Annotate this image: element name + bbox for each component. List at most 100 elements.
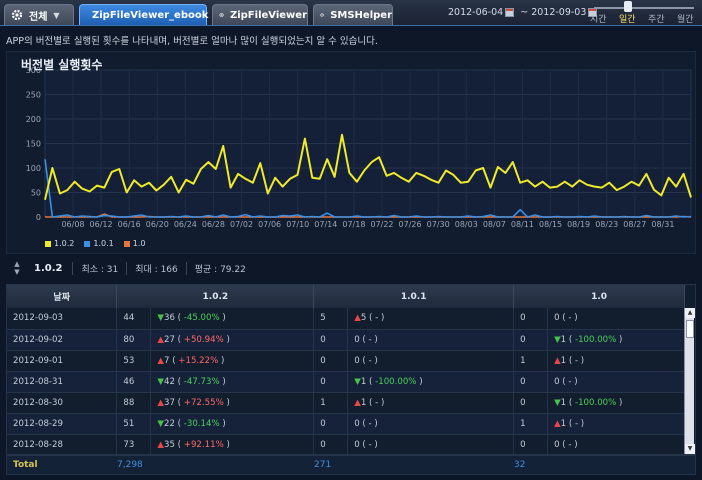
col-header-1-0[interactable]: 1.0: [513, 285, 685, 308]
arrow-up-icon: ▲: [354, 313, 361, 324]
arrow-down-icon: ▼: [157, 418, 164, 429]
change-count: 36: [164, 313, 175, 324]
cell-count: 0: [513, 392, 549, 414]
cell-count: 0: [313, 371, 349, 393]
scroll-up-button[interactable]: ▲: [685, 308, 695, 318]
x-tick-label: 08/23: [595, 220, 618, 229]
col-header-1-0-2[interactable]: 1.0.2: [116, 285, 315, 308]
change-percent: +72.55%: [183, 397, 224, 408]
version-stepper[interactable]: ▲ ▼: [6, 257, 28, 279]
selected-version: 1.0.2: [34, 262, 63, 274]
table-row[interactable]: 2012-09-03 44 ▼36 ( -45.00% ) 5 ▲5 ( - ) 0 0 (…: [7, 308, 685, 330]
x-tick-label: 07/22: [370, 220, 393, 229]
tab-all[interactable]: 전체 ▼: [4, 4, 74, 25]
cell-count: 1: [513, 350, 549, 372]
change-count: 1: [560, 397, 567, 408]
scroll-thumb[interactable]: [686, 320, 694, 338]
x-tick-label: 08/31: [651, 220, 674, 229]
period-option-day[interactable]: 일간: [619, 15, 636, 25]
stat-min: 최소 : 31: [72, 261, 126, 275]
slider-knob[interactable]: [624, 1, 632, 12]
cell-count: 0: [513, 434, 549, 456]
change-count: 7: [164, 355, 170, 366]
period-option-hour[interactable]: 시간: [590, 15, 607, 25]
arrow-down-icon: ▼: [554, 397, 561, 408]
total-1-0-1: 271: [314, 460, 332, 470]
gear-icon: [320, 13, 324, 17]
arrow-up-icon: ▲: [354, 397, 361, 408]
stat-max: 최대 : 166: [126, 261, 186, 275]
x-tick-label: 07/18: [342, 220, 365, 229]
y-tick-label: 0: [36, 213, 41, 222]
change-count: 1: [360, 376, 367, 387]
legend-item-1-0-1[interactable]: 1.0.1: [84, 239, 114, 248]
change-percent: -: [375, 397, 379, 408]
cell-count: 51: [116, 413, 152, 435]
end-date[interactable]: 2012-09-03: [531, 7, 587, 18]
x-tick-label: 07/10: [286, 220, 309, 229]
cell-date: 2012-09-01: [7, 350, 118, 372]
period-option-week[interactable]: 주간: [648, 15, 665, 25]
table-row[interactable]: 2012-09-02 80 ▲27 ( +50.94% ) 0 0 ( - ) 0 ▼1 (…: [7, 329, 685, 351]
cell-change: ▲1 ( - ): [547, 350, 685, 372]
cell-change: 0 ( - ): [347, 434, 515, 456]
table-row[interactable]: 2012-08-30 88 ▲37 ( +72.55% ) 1 ▲1 ( - ) 0 ▼1 …: [7, 392, 685, 414]
calendar-icon[interactable]: [588, 8, 598, 17]
cell-change: ▲37 ( +72.55% ): [150, 392, 315, 414]
tab-zipfileviewer-ebook[interactable]: ZipFileViewer_ebook: [79, 4, 208, 25]
legend-swatch: [84, 240, 91, 247]
date-range: 2012-06-04 ~ 2012-09-03: [448, 7, 600, 18]
y-tick-label: 150: [26, 140, 41, 149]
chevron-down-icon[interactable]: ▼: [14, 268, 20, 276]
cell-count: 88: [116, 392, 152, 414]
cell-count: 0: [313, 434, 349, 456]
legend-item-1-0-2[interactable]: 1.0.2: [45, 239, 74, 248]
tab-label: SMSHelper: [330, 9, 392, 21]
col-header-1-0-1[interactable]: 1.0.1: [313, 285, 515, 308]
cell-change: ▼1 ( -100.00% ): [547, 392, 685, 414]
start-date[interactable]: 2012-06-04: [448, 7, 504, 18]
change-count: 0: [554, 376, 560, 387]
series-line-1-0-2: [44, 133, 692, 201]
scroll-down-button[interactable]: ▼: [685, 444, 695, 454]
cell-date: 2012-09-02: [7, 329, 118, 351]
change-count: 1: [560, 334, 567, 345]
cell-count: 0: [313, 413, 349, 435]
legend-item-1-0[interactable]: 1.0: [123, 239, 145, 248]
cell-change: 0 ( - ): [547, 371, 685, 393]
period-option-month[interactable]: 월간: [677, 15, 694, 25]
chevron-down-icon: ▼: [53, 10, 60, 20]
tab-smshelper[interactable]: SMSHelper: [313, 4, 393, 25]
calendar-icon[interactable]: [505, 8, 515, 17]
change-percent: -: [568, 376, 572, 387]
change-count: 0: [354, 355, 360, 366]
version-summary-bar: ▲ ▼ 1.0.2 최소 : 31 최대 : 166 평균 : 79.22: [6, 257, 254, 279]
line-chart: 0 50 100 150 200 250 300 06/08 06/12 06/16 06/20 06…: [26, 66, 692, 229]
cell-change: 0 ( - ): [347, 350, 515, 372]
legend-label: 1.0.1: [93, 239, 114, 248]
change-count: 27: [164, 334, 175, 345]
tab-all-label: 전체: [29, 11, 48, 23]
x-tick-label: 08/19: [567, 220, 590, 229]
arrow-up-icon: ▲: [554, 418, 561, 429]
table-row[interactable]: 2012-08-29 51 ▼22 ( -30.14% ) 0 0 ( - ) 1 ▲1 (…: [7, 413, 685, 435]
cell-change: ▼1 ( -100.00% ): [347, 371, 515, 393]
tab-zipfileviewer[interactable]: ZipFileViewer: [212, 4, 308, 25]
chevron-up-icon[interactable]: ▲: [14, 260, 20, 268]
arrow-up-icon: ▲: [157, 334, 164, 345]
table-row[interactable]: 2012-08-31 46 ▼42 ( -47.73% ) 0 ▼1 ( -100.00…: [7, 371, 685, 393]
change-count: 0: [354, 334, 360, 345]
cell-change: 0 ( - ): [347, 413, 515, 435]
change-count: 0: [354, 439, 360, 450]
change-percent: -: [568, 439, 572, 450]
table-row[interactable]: 2012-09-01 53 ▲7 ( +15.22% ) 0 0 ( - ) 1 ▲1 ( …: [7, 350, 685, 372]
col-header-date[interactable]: 날짜: [7, 285, 118, 308]
change-percent: -: [368, 418, 372, 429]
table-scrollbar[interactable]: ▲ ▼: [684, 308, 695, 454]
table-row[interactable]: 2012-08-28 73 ▲35 ( +92.11% ) 0 0 ( - ) 0 0 ( …: [7, 434, 685, 456]
chart-panel: 0 50 100 150 200 250 300 06/08 06/12 06/16 06/20 06…: [6, 51, 696, 254]
cell-count: 53: [116, 350, 152, 372]
period-slider[interactable]: 시간 일간 주간 월간: [586, 0, 702, 26]
change-count: 0: [554, 439, 560, 450]
change-percent: +15.22%: [178, 355, 219, 366]
